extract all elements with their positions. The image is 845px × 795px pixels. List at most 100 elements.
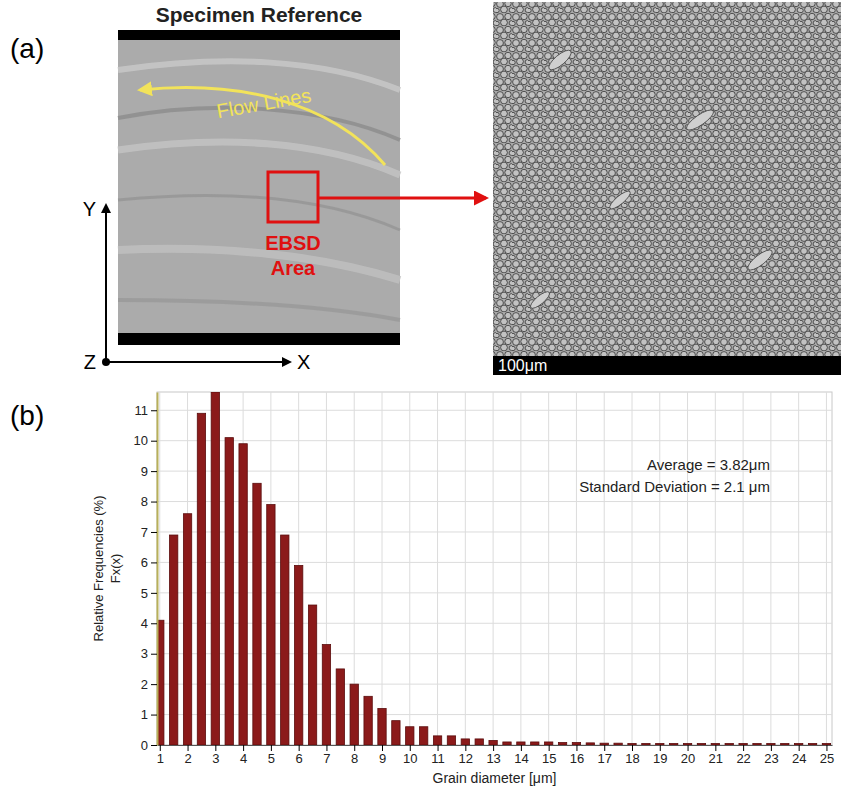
- tick-mark: [188, 745, 189, 751]
- axis-line: [158, 745, 833, 746]
- axis-title: Relative Frequencies (%): [91, 496, 106, 642]
- bar: [600, 743, 608, 745]
- bar: [183, 514, 191, 745]
- bar: [433, 736, 441, 745]
- ebsd-label-line: Area: [271, 257, 316, 279]
- bar: [420, 727, 428, 745]
- bar: [308, 605, 316, 745]
- bar: [753, 743, 761, 745]
- tick-mark: [771, 745, 772, 751]
- grid-line: [576, 392, 577, 745]
- tick-label: 18: [625, 751, 639, 766]
- tick: 7: [141, 525, 157, 540]
- bar: [378, 708, 386, 745]
- bar: [683, 743, 691, 745]
- bar: [711, 743, 719, 745]
- bar: [267, 505, 275, 745]
- ebsd-label-line: EBSD: [265, 232, 321, 254]
- tick-mark: [521, 745, 522, 751]
- tick-mark: [151, 471, 157, 472]
- plot-frame: [157, 392, 832, 745]
- tick-label: 11: [135, 403, 149, 418]
- tick-label: 8: [141, 494, 148, 509]
- bar: [739, 743, 747, 745]
- tick-label: 19: [653, 751, 667, 766]
- tick-mark: [151, 502, 157, 503]
- tick: 10: [134, 433, 157, 448]
- grain: [745, 247, 775, 273]
- bar: [211, 392, 219, 745]
- bar: [586, 743, 594, 745]
- tick-mark: [410, 745, 411, 751]
- bar: [447, 736, 455, 745]
- specimen-edge: [118, 333, 400, 345]
- tick-label: 4: [141, 616, 148, 631]
- bar: [517, 742, 525, 745]
- bar: [725, 743, 733, 745]
- tick: 3: [212, 745, 219, 766]
- axis-letter: X: [297, 351, 310, 373]
- flow-band: [118, 300, 400, 320]
- tick-mark: [438, 745, 439, 751]
- tick-label: 1: [141, 707, 148, 722]
- tick-mark: [326, 745, 327, 751]
- tick-mark: [576, 745, 577, 751]
- grid-line: [157, 410, 832, 411]
- tick-mark: [826, 745, 827, 751]
- bar: [531, 742, 539, 745]
- tick: 18: [625, 745, 639, 766]
- tick-label: 8: [351, 751, 358, 766]
- tick-mark: [660, 745, 661, 751]
- axis: 01234567891011: [134, 393, 158, 753]
- tick-label: 0: [141, 738, 148, 753]
- grid-line: [687, 392, 688, 745]
- grid-line: [382, 392, 383, 745]
- ebsd-arrow: [318, 197, 486, 200]
- grid-line: [632, 392, 633, 745]
- specimen-edge: [118, 30, 400, 40]
- tick-mark: [215, 745, 216, 751]
- flow-band: [118, 61, 400, 90]
- tick-label: 7: [323, 751, 330, 766]
- tick: 8: [351, 745, 358, 766]
- tick-label: 16: [570, 751, 584, 766]
- axis-line: [157, 393, 159, 746]
- tick-mark: [632, 745, 633, 751]
- bar: [322, 645, 330, 745]
- tick: 6: [141, 555, 157, 570]
- tick-label: 6: [141, 555, 148, 570]
- tick-mark: [151, 745, 157, 746]
- bar: [197, 413, 205, 745]
- bar: [225, 438, 233, 745]
- bar: [475, 739, 483, 745]
- bar: [461, 739, 469, 745]
- panel-label: (a): [10, 33, 44, 64]
- tick-mark: [688, 745, 689, 751]
- micrograph: [493, 2, 841, 375]
- tick-mark: [151, 441, 157, 442]
- tick-mark: [151, 684, 157, 685]
- bars: [157, 392, 831, 745]
- axis-arrow: [105, 205, 107, 362]
- tick: 1: [141, 707, 157, 722]
- bar: [697, 743, 705, 745]
- ebsd-label: EBSD Area: [265, 232, 321, 279]
- specimen-image: [118, 30, 400, 345]
- grid-line: [465, 392, 466, 745]
- tick-label: 5: [141, 586, 148, 601]
- tick: 11: [135, 403, 158, 418]
- bar: [767, 743, 775, 745]
- tick-label: 7: [141, 525, 148, 540]
- grain: [528, 289, 552, 311]
- bar: [558, 743, 566, 745]
- tick-label: 9: [141, 464, 148, 479]
- tick-mark: [151, 654, 157, 655]
- tick-label: 22: [736, 751, 750, 766]
- tick-label: 23: [764, 751, 778, 766]
- flow-label: Flow Lines: [215, 84, 313, 122]
- grid-line: [520, 392, 521, 745]
- bar: [642, 743, 650, 745]
- tick-mark: [354, 745, 355, 751]
- bar: [503, 742, 511, 745]
- axis-letter: Y: [83, 198, 96, 220]
